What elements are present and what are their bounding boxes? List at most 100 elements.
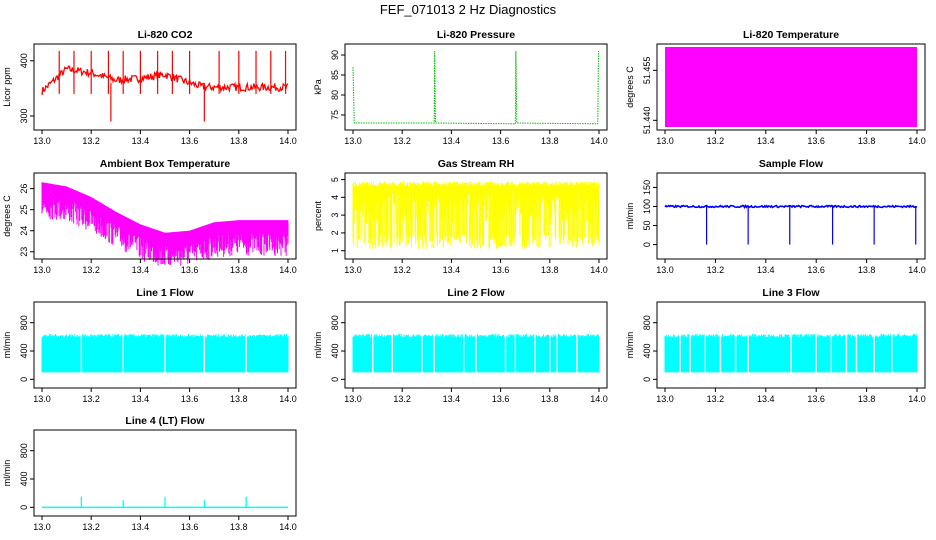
x-tick-label: 14.0: [279, 522, 297, 532]
x-tick-label: 14.0: [908, 394, 926, 404]
x-tick-label: 13.0: [344, 136, 362, 146]
x-tick-label: 13.8: [858, 136, 876, 146]
y-tick-label: 0: [642, 377, 652, 382]
series-line: [352, 50, 600, 125]
x-tick-label: 13.8: [541, 136, 559, 146]
x-tick-label: 13.4: [443, 265, 461, 275]
y-axis-label: kPa: [313, 79, 323, 95]
panel-title: Gas Stream RH: [438, 158, 514, 170]
x-tick-label: 13.2: [707, 136, 725, 146]
x-tick-label: 13.4: [132, 522, 150, 532]
y-tick-label: 400: [19, 344, 29, 359]
panel-co2: Li-820 CO2 Licor ppm 13.0 13.2 13.4 13.6 13.8 1…: [2, 29, 297, 146]
x-tick-label: 13.2: [393, 265, 411, 275]
y-tick-label: 0: [19, 377, 29, 382]
x-tick-label: 13.8: [541, 394, 559, 404]
panel-licor-temp: Li-820 Temperature degrees C 13.0 13.2 13.4 1…: [625, 29, 926, 146]
x-tick-label: 14.0: [590, 136, 608, 146]
y-tick-label: 800: [642, 315, 652, 330]
panel-title: Sample Flow: [759, 158, 824, 170]
y-tick-label: 400: [642, 344, 652, 359]
y-axis-label: ml/min: [313, 332, 323, 359]
x-tick-label: 13.6: [807, 265, 825, 275]
y-axis-label: ml/min: [2, 460, 12, 487]
x-tick-label: 13.8: [230, 522, 248, 532]
y-tick-label: 5: [330, 177, 340, 182]
x-tick-label: 13.6: [181, 265, 199, 275]
y-tick-label: 80: [330, 90, 340, 100]
y-tick-label: 51.440: [642, 107, 652, 135]
plot-frame: [344, 43, 608, 131]
plot-frame: [33, 172, 297, 260]
y-tick-label: 800: [19, 315, 29, 330]
panel-line1: Line 1 Flow ml/min 13.0 13.2 13.4 13.6 13.8 14.…: [2, 287, 297, 404]
x-tick-label: 13.0: [33, 265, 51, 275]
y-axis-label: percent: [313, 200, 323, 231]
x-tick-label: 13.8: [230, 265, 248, 275]
x-tick-label: 13.6: [181, 394, 199, 404]
x-tick-label: 13.2: [82, 394, 100, 404]
y-axis-label: ml/min: [625, 203, 635, 230]
plot-frame: [33, 301, 297, 389]
x-tick-label: 13.0: [656, 394, 674, 404]
panel-pressure: Li-820 Pressure kPa 13.0 13.2 13.4 13.6 13.8 14…: [313, 29, 608, 146]
x-tick-label: 14.0: [590, 394, 608, 404]
panel-line3: Line 3 Flow ml/min 13.0 13.2 13.4 13.6 13.8 14.…: [625, 287, 926, 404]
x-tick-label: 14.0: [590, 265, 608, 275]
x-tick-label: 13.8: [230, 394, 248, 404]
x-tick-label: 13.2: [82, 136, 100, 146]
panel-line2: Line 2 Flow ml/min 13.0 13.2 13.4 13.6 13.8 14.…: [313, 287, 608, 404]
y-axis-label: degrees C: [625, 66, 635, 108]
x-tick-label: 13.0: [344, 394, 362, 404]
panel-title: Line 2 Flow: [447, 287, 505, 299]
x-tick-label: 13.2: [82, 265, 100, 275]
x-tick-label: 13.6: [181, 136, 199, 146]
panel-title: Li-820 CO2: [138, 29, 193, 41]
panel-title: Line 4 (LT) Flow: [125, 415, 205, 427]
panel-rh: Gas Stream RH percent 13.0 13.2 13.4 13.6 13.8…: [313, 158, 608, 275]
x-tick-label: 13.8: [858, 265, 876, 275]
x-tick-label: 13.4: [757, 136, 775, 146]
x-tick-label: 13.8: [858, 394, 876, 404]
panel-title: Line 1 Flow: [136, 287, 194, 299]
x-tick-label: 13.4: [757, 265, 775, 275]
y-tick-label: 75: [330, 110, 340, 120]
panel-sample-flow: Sample Flow ml/min 13.0 13.2 13.4 13.6 13.8 14.…: [625, 158, 926, 275]
panel-ambient-temp: Ambient Box Temperature degrees C 13.0 13.2…: [2, 158, 297, 275]
panel-line4: Line 4 (LT) Flow ml/min 13.0 13.2 13.4 13.6 13…: [2, 415, 297, 532]
y-tick-label: 800: [330, 315, 340, 330]
x-tick-label: 14.0: [908, 136, 926, 146]
y-tick-label: 2: [330, 230, 340, 235]
y-tick-label: 4: [330, 195, 340, 200]
y-tick-label: 800: [19, 443, 29, 458]
x-tick-label: 13.4: [443, 136, 461, 146]
x-tick-label: 13.6: [807, 136, 825, 146]
x-tick-label: 13.6: [492, 265, 510, 275]
figure-title: FEF_071013 2 Hz Diagnostics: [379, 2, 557, 17]
y-tick-label: 400: [330, 344, 340, 359]
y-tick-label: 26: [19, 184, 29, 194]
data-fill: [665, 47, 917, 127]
panel-title: Li-820 Pressure: [437, 29, 515, 41]
y-axis-label: ml/min: [2, 332, 12, 359]
panel-title: Ambient Box Temperature: [100, 158, 231, 170]
panel-title: Line 3 Flow: [762, 287, 820, 299]
x-tick-label: 13.4: [132, 265, 150, 275]
y-tick-label: 0: [642, 242, 652, 247]
y-tick-label: 300: [19, 108, 29, 123]
x-tick-label: 13.2: [393, 136, 411, 146]
y-axis-label: ml/min: [625, 332, 635, 359]
y-axis-label: degrees C: [2, 195, 12, 237]
y-tick-label: 1: [330, 248, 340, 253]
y-tick-label: 50: [642, 221, 652, 231]
plot-frame: [33, 429, 297, 517]
x-tick-label: 13.8: [541, 265, 559, 275]
plot-frame: [33, 43, 297, 131]
x-tick-label: 13.2: [707, 265, 725, 275]
x-tick-label: 13.0: [344, 265, 362, 275]
y-tick-label: 400: [19, 53, 29, 68]
y-axis-label: Licor ppm: [2, 67, 12, 107]
x-tick-label: 14.0: [908, 265, 926, 275]
y-tick-label: 0: [19, 505, 29, 510]
